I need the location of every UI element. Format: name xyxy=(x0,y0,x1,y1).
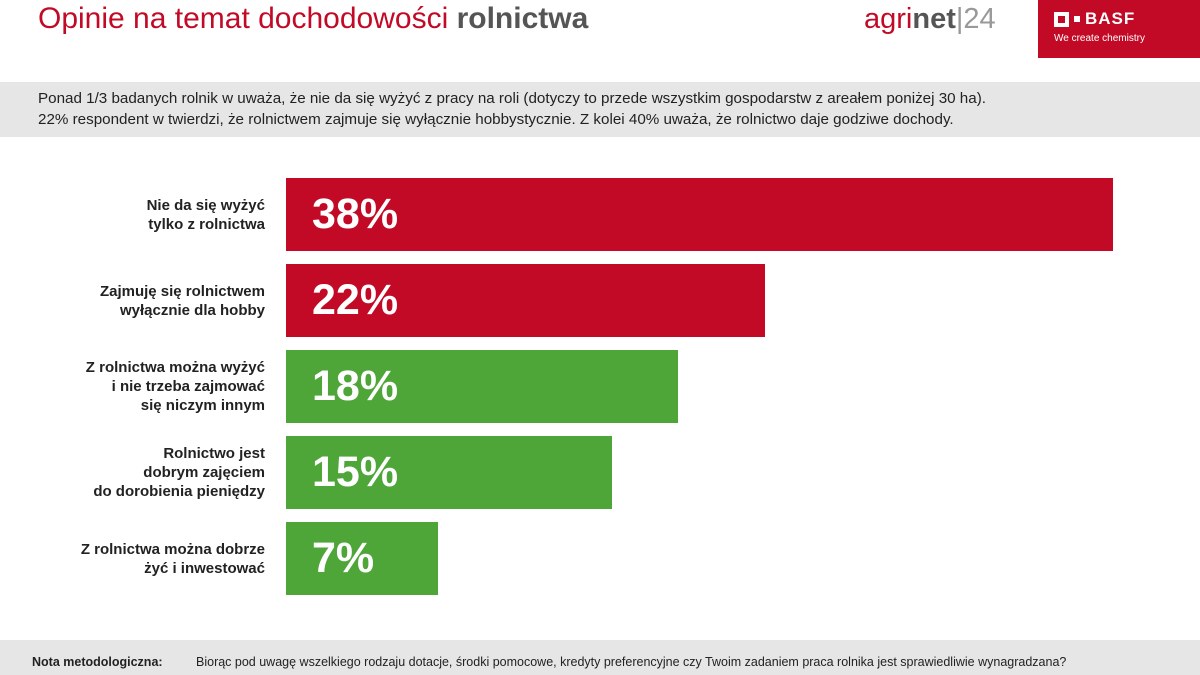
category-label-line: się niczym innym xyxy=(140,397,265,414)
category-label-line: i nie trzeba zajmować xyxy=(111,378,265,395)
category-label-line: tylko z rolnictwa xyxy=(148,216,265,233)
bar-value-label: 22% xyxy=(312,276,399,324)
basf-logo-block: BASF We create chemistry xyxy=(1038,0,1200,58)
category-label-line: Z rolnictwa można dobrze xyxy=(80,541,265,558)
agrinet-logo-number: 24 xyxy=(963,3,996,35)
methodology-label: Nota metodologiczna: xyxy=(32,655,163,669)
category-label-line: żyć i inwestować xyxy=(144,560,265,577)
basf-square-icon xyxy=(1054,11,1069,27)
bar: 18% xyxy=(286,350,678,423)
bar: 15% xyxy=(286,436,612,509)
bar: 7% xyxy=(286,522,438,595)
category-label-line: wyłącznie dla hobby xyxy=(119,302,265,319)
category-label: Nie da się wyżyć tylko z rolnictwa xyxy=(147,196,265,234)
basf-logo: BASF xyxy=(1054,9,1135,29)
bar: 22% xyxy=(286,264,765,337)
basf-dot-icon xyxy=(1074,16,1080,22)
basf-name: BASF xyxy=(1085,9,1136,28)
category-label-line: Z rolnictwa można wyżyć xyxy=(85,359,265,376)
category-label-line: Rolnictwo jest xyxy=(163,445,265,462)
bar-value-label: 15% xyxy=(312,448,399,496)
methodology-note: Nota metodologiczna: Biorąc pod uwagę ws… xyxy=(0,640,1200,675)
bar-value-label: 7% xyxy=(312,534,375,582)
bar-value-label: 38% xyxy=(312,190,399,238)
agrinet-logo-agri: agri xyxy=(864,3,913,35)
agrinet-logo-net: net xyxy=(912,3,956,35)
intro-line-1: Ponad 1/3 badanych rolnik w uważa, że ni… xyxy=(38,90,986,107)
page-title-regular: Opinie na temat dochodowości xyxy=(38,2,457,35)
category-label-line: dobrym zajęciem xyxy=(143,464,265,481)
intro-line-2: 22% respondent w twierdzi, że rolnictwem… xyxy=(38,111,954,128)
intro-box: Ponad 1/3 badanych rolnik w uważa, że ni… xyxy=(0,82,1200,137)
basf-tagline: We create chemistry xyxy=(1054,33,1145,44)
category-label-line: Zajmuję się rolnictwem xyxy=(99,283,265,300)
bar-value-label: 18% xyxy=(312,362,399,410)
category-label-line: do dorobienia pieniędzy xyxy=(93,483,265,500)
page-title: Opinie na temat dochodowości rolnictwa xyxy=(38,2,588,36)
agrinet-logo: agrinet|24 xyxy=(864,3,996,36)
methodology-text: Biorąc pod uwagę wszelkiego rodzaju dota… xyxy=(196,655,1067,669)
bar: 38% xyxy=(286,178,1113,251)
agrinet-logo-separator: | xyxy=(955,3,964,35)
category-label-line: Nie da się wyżyć xyxy=(146,197,265,214)
category-label: Rolnictwo jest dobrym zajęciem do dorobien… xyxy=(93,444,265,501)
category-label: Z rolnictwa można dobrze żyć i inwestować xyxy=(81,540,265,578)
category-label: Zajmuję się rolnictwem wyłącznie dla hobb… xyxy=(100,282,265,320)
category-label: Z rolnictwa można wyżyć i nie trzeba zajm… xyxy=(86,358,265,415)
page-title-bold: rolnictwa xyxy=(456,2,589,35)
